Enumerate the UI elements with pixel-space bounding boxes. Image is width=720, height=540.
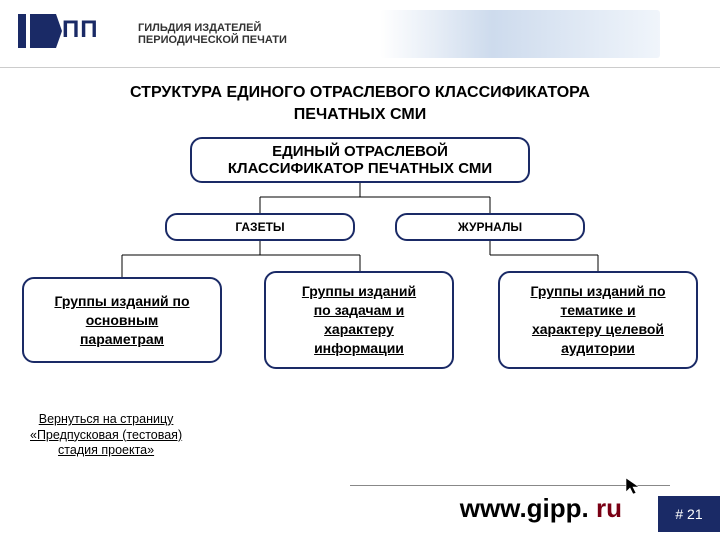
node-newspapers-label: ГАЗЕТЫ bbox=[235, 220, 284, 234]
node-groups-topics-l3: характеру целевой bbox=[530, 320, 665, 339]
slide-number: # 21 bbox=[675, 506, 702, 522]
node-groups-params-l2: основным bbox=[54, 311, 189, 330]
logo-block: ПП ГИЛЬДИЯ ИЗДАТЕЛЕЙ ПЕРИОДИЧЕСКОЙ ПЕЧАТ… bbox=[18, 14, 287, 54]
page-title: СТРУКТУРА ЕДИНОГО ОТРАСЛЕВОГО КЛАССИФИКА… bbox=[0, 82, 720, 125]
node-groups-topics-l2: тематике и bbox=[530, 301, 665, 320]
node-groups-topics[interactable]: Группы изданий по тематике и характеру ц… bbox=[498, 271, 698, 369]
header-bg-graphic bbox=[380, 10, 660, 58]
node-groups-params[interactable]: Группы изданий по основным параметрам bbox=[22, 277, 222, 363]
return-link-l3: стадия проекта» bbox=[30, 443, 182, 459]
node-groups-tasks[interactable]: Группы изданий по задачам и характеру ин… bbox=[264, 271, 454, 369]
logo-mark: ПП bbox=[18, 14, 128, 54]
node-magazines: ЖУРНАЛЫ bbox=[395, 213, 585, 241]
node-groups-topics-l4: аудитории bbox=[530, 339, 665, 358]
return-link[interactable]: Вернуться на страницу «Предпусковая (тес… bbox=[30, 412, 182, 459]
node-root-l1: ЕДИНЫЙ ОТРАСЛЕВОЙ bbox=[228, 143, 492, 160]
org-chart: ЕДИНЫЙ ОТРАСЛЕВОЙ КЛАССИФИКАТОР ПЕЧАТНЫХ… bbox=[0, 137, 720, 437]
node-groups-params-l1: Группы изданий по bbox=[54, 292, 189, 311]
node-root-l2: КЛАССИФИКАТОР ПЕЧАТНЫХ СМИ bbox=[228, 160, 492, 177]
return-link-l1: Вернуться на страницу bbox=[30, 412, 182, 428]
node-groups-tasks-l1: Группы изданий bbox=[302, 282, 416, 301]
header: ПП ГИЛЬДИЯ ИЗДАТЕЛЕЙ ПЕРИОДИЧЕСКОЙ ПЕЧАТ… bbox=[0, 0, 720, 68]
node-magazines-label: ЖУРНАЛЫ bbox=[458, 220, 522, 234]
node-groups-tasks-l3: характеру bbox=[302, 320, 416, 339]
footer-divider bbox=[350, 485, 670, 486]
node-groups-params-l3: параметрам bbox=[54, 330, 189, 349]
node-groups-tasks-l2: по задачам и bbox=[302, 301, 416, 320]
node-groups-tasks-l4: информации bbox=[302, 339, 416, 358]
return-link-l2: «Предпусковая (тестовая) bbox=[30, 428, 182, 444]
footer-url-ru: ru bbox=[589, 493, 622, 523]
logo-caption: ГИЛЬДИЯ ИЗДАТЕЛЕЙ ПЕРИОДИЧЕСКОЙ ПЕЧАТИ bbox=[138, 22, 287, 46]
logo-caption-l1: ГИЛЬДИЯ ИЗДАТЕЛЕЙ bbox=[138, 22, 287, 34]
footer-url-main: www.gipp. bbox=[460, 493, 589, 523]
node-groups-topics-l1: Группы изданий по bbox=[530, 282, 665, 301]
title-line-1: СТРУКТУРА ЕДИНОГО ОТРАСЛЕВОГО КЛАССИФИКА… bbox=[0, 82, 720, 104]
logo-text: ПП bbox=[62, 16, 99, 44]
node-root: ЕДИНЫЙ ОТРАСЛЕВОЙ КЛАССИФИКАТОР ПЕЧАТНЫХ… bbox=[190, 137, 530, 183]
title-line-2: ПЕЧАТНЫХ СМИ bbox=[0, 104, 720, 126]
slide-number-badge: # 21 bbox=[658, 496, 720, 532]
node-newspapers: ГАЗЕТЫ bbox=[165, 213, 355, 241]
footer-url: www.gipp. ru bbox=[460, 493, 622, 524]
logo-caption-l2: ПЕРИОДИЧЕСКОЙ ПЕЧАТИ bbox=[138, 34, 287, 46]
cursor-icon bbox=[624, 476, 644, 496]
